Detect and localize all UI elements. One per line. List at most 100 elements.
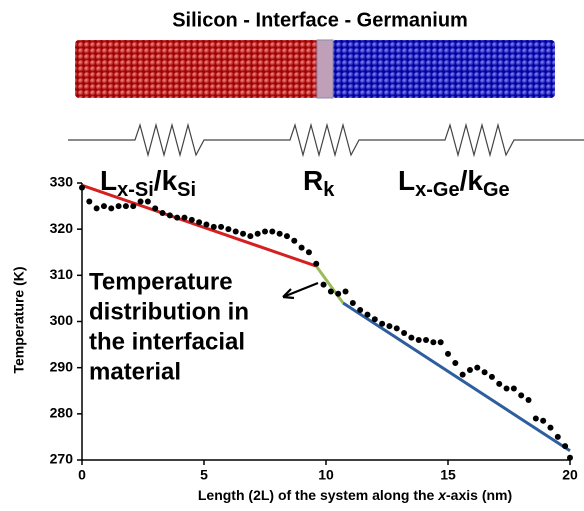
data-point [379, 320, 386, 327]
germanium-atoms [332, 40, 555, 98]
data-point [144, 198, 151, 205]
annotation: the interfacial [89, 328, 245, 355]
x-axis-label-part: -axis (nm) [446, 487, 512, 503]
label-subscript: x-Ge [415, 179, 459, 201]
label-subscript: x-Si [117, 179, 154, 201]
data-point [254, 230, 261, 237]
resistor-label: Lx-Si/kSi [100, 165, 196, 201]
data-point [100, 203, 107, 210]
data-point [510, 385, 517, 392]
data-point [437, 339, 444, 346]
data-point [108, 205, 115, 212]
label-text: L [398, 165, 415, 196]
data-point [269, 228, 276, 235]
data-point [203, 221, 210, 228]
data-point [567, 454, 573, 461]
data-point [518, 392, 525, 399]
x-tick-label: 10 [318, 467, 334, 483]
label-subscript: Ge [483, 179, 510, 201]
label-text: L [100, 165, 117, 196]
data-point [225, 226, 232, 233]
label-text: R [303, 165, 323, 196]
data-point [445, 350, 451, 357]
data-point [371, 316, 378, 323]
y-tick-label: 270 [50, 451, 74, 467]
data-point [298, 244, 305, 251]
x-axis-label: Length (2L) of the system along the x-ax… [198, 487, 512, 503]
data-point [488, 373, 495, 380]
title: Silicon - Interface - Germanium [172, 9, 468, 31]
data-point [503, 385, 510, 392]
data-point [415, 336, 422, 343]
data-point [481, 369, 488, 376]
label-text: /k [460, 165, 484, 196]
annotation-arrow [282, 281, 319, 300]
data-point [408, 334, 415, 341]
data-point [79, 184, 85, 191]
label-text: /k [154, 165, 178, 196]
data-point [496, 380, 503, 387]
y-tick-label: 320 [50, 220, 74, 236]
data-point [262, 228, 268, 235]
data-point [349, 300, 356, 307]
data-point [459, 371, 466, 378]
data-point [401, 330, 408, 337]
data-point [562, 443, 569, 450]
data-point [130, 203, 137, 210]
x-axis-label-part: x [437, 487, 447, 503]
data-point [327, 288, 334, 295]
data-point [181, 214, 188, 221]
label-subscript: k [323, 179, 335, 201]
data-point [159, 210, 166, 217]
data-point [525, 396, 532, 403]
x-tick-label: 0 [78, 467, 86, 483]
data-point [232, 228, 239, 235]
data-point [393, 325, 400, 332]
data-point [86, 198, 93, 205]
x-tick-label: 5 [200, 467, 208, 483]
data-point [452, 360, 459, 367]
x-tick-label: 15 [440, 467, 456, 483]
data-point [137, 198, 144, 205]
data-point [357, 306, 364, 313]
data-point [547, 424, 554, 431]
data-point [166, 212, 173, 219]
label-subscript: Si [177, 179, 196, 201]
resistor-label: Lx-Ge/kGe [398, 165, 510, 201]
y-tick-label: 300 [50, 312, 74, 328]
data-point [423, 336, 430, 343]
fit-line [342, 301, 571, 453]
resistor-label: Rk [303, 165, 335, 201]
data-point [386, 323, 393, 330]
data-point [276, 230, 283, 237]
data-point [466, 366, 473, 373]
y-axis-label: Temperature (K) [11, 266, 27, 373]
data-point [540, 417, 547, 424]
data-point [188, 216, 195, 223]
interface [316, 39, 334, 99]
annotation: distribution in [89, 298, 249, 325]
data-point [554, 433, 561, 440]
data-point [430, 339, 437, 346]
resistor-circuit [68, 122, 584, 158]
fit-line [315, 265, 345, 304]
data-point [196, 219, 203, 226]
data-point [313, 260, 320, 267]
data-point [283, 233, 290, 240]
data-point [218, 223, 225, 230]
data-point [93, 205, 100, 212]
data-point [342, 288, 349, 295]
data-point [335, 290, 342, 297]
x-axis-label-part: Length (2L) of the system along the [198, 487, 438, 503]
data-point [247, 233, 254, 240]
x-tick-label: 20 [562, 467, 578, 483]
data-point [122, 203, 129, 210]
data-point [532, 415, 539, 422]
data-point [152, 205, 159, 212]
data-point [305, 249, 312, 256]
silicon-atoms [75, 40, 319, 98]
data-point [115, 203, 122, 210]
data-point [210, 223, 217, 230]
annotation: Temperature [89, 268, 233, 295]
